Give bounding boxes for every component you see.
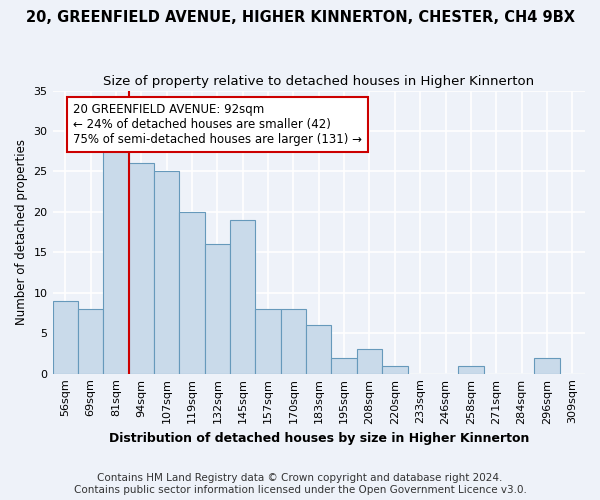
Bar — [128, 164, 154, 374]
Bar — [230, 220, 256, 374]
Text: 20, GREENFIELD AVENUE, HIGHER KINNERTON, CHESTER, CH4 9BX: 20, GREENFIELD AVENUE, HIGHER KINNERTON,… — [25, 10, 575, 25]
Title: Size of property relative to detached houses in Higher Kinnerton: Size of property relative to detached ho… — [103, 75, 535, 88]
Text: 20 GREENFIELD AVENUE: 92sqm
← 24% of detached houses are smaller (42)
75% of sem: 20 GREENFIELD AVENUE: 92sqm ← 24% of det… — [73, 102, 362, 146]
Bar — [357, 350, 382, 374]
Bar — [154, 172, 179, 374]
Bar — [281, 309, 306, 374]
Bar — [205, 244, 230, 374]
Y-axis label: Number of detached properties: Number of detached properties — [15, 139, 28, 325]
Text: Contains HM Land Registry data © Crown copyright and database right 2024.
Contai: Contains HM Land Registry data © Crown c… — [74, 474, 526, 495]
Bar — [458, 366, 484, 374]
Bar — [103, 139, 128, 374]
Bar — [534, 358, 560, 374]
Bar — [382, 366, 407, 374]
Bar — [53, 301, 78, 374]
Bar — [179, 212, 205, 374]
X-axis label: Distribution of detached houses by size in Higher Kinnerton: Distribution of detached houses by size … — [109, 432, 529, 445]
Bar — [256, 309, 281, 374]
Bar — [78, 309, 103, 374]
Bar — [331, 358, 357, 374]
Bar — [306, 325, 331, 374]
